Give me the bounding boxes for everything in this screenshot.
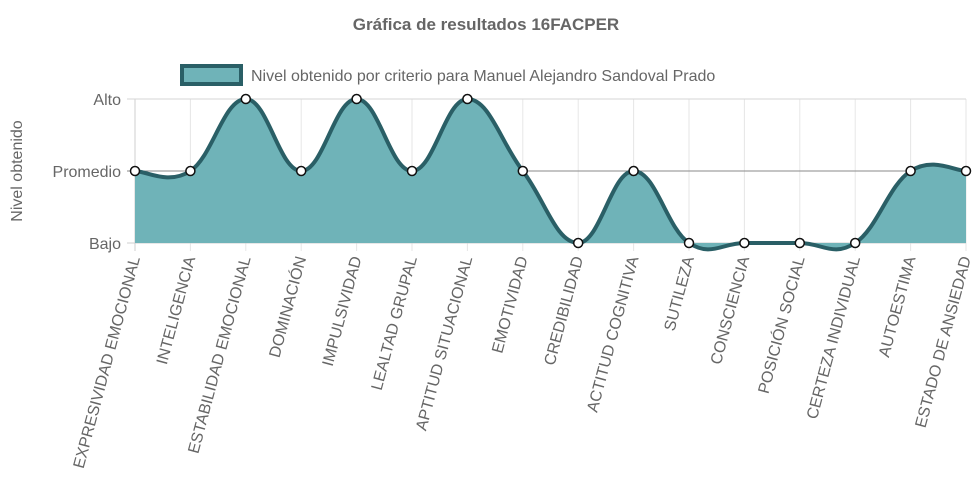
data-point[interactable]: [185, 165, 196, 177]
plot-area: [133, 97, 968, 252]
data-point[interactable]: [406, 165, 418, 177]
data-point[interactable]: [905, 165, 916, 177]
series-line: [133, 97, 968, 252]
x-tick-label: APTITUD SITUACIONAL: [413, 255, 476, 433]
y-tick-label: Alto: [93, 92, 121, 109]
series-area: [135, 99, 966, 250]
chart-title: Gráfica de resultados 16FACPER: [353, 15, 619, 34]
x-tick-label: POSICIÓN SOCIAL: [754, 254, 809, 396]
x-tick-label: AUTOESTIMA: [876, 254, 919, 359]
data-point[interactable]: [351, 93, 362, 105]
data-point[interactable]: [240, 93, 252, 105]
y-tick-label: Bajo: [89, 236, 121, 253]
x-tick-label: DOMINACIÓN: [265, 254, 310, 359]
x-tick-label: CREDIBILIDAD: [542, 255, 587, 368]
x-tick-label: EXPRESIVIDAD EMOCIONAL: [71, 255, 144, 471]
data-point[interactable]: [295, 165, 307, 177]
data-point[interactable]: [628, 165, 639, 177]
x-tick-label: IMPULSIVIDAD: [320, 255, 366, 368]
legend-swatch: [180, 64, 243, 86]
data-points: [129, 93, 972, 249]
x-tick-label: INTELIGENCIA: [154, 254, 199, 366]
data-point[interactable]: [849, 237, 861, 249]
legend-label: Nivel obtenido por criterio para Manuel …: [251, 68, 715, 85]
data-point[interactable]: [739, 237, 750, 249]
x-tick-label: ESTADO DE ANSIEDAD: [913, 255, 972, 430]
data-point[interactable]: [572, 237, 584, 249]
data-point[interactable]: [794, 237, 806, 249]
y-axis-title: Nivel obtenido: [9, 120, 26, 222]
x-tick-label: LEALTAD GRUPAL: [369, 255, 421, 393]
data-point[interactable]: [683, 237, 695, 249]
data-point[interactable]: [960, 165, 972, 177]
y-tick-label: Promedio: [53, 164, 122, 181]
data-point[interactable]: [462, 93, 473, 105]
x-tick-label: ESTABILIDAD EMOCIONAL: [186, 255, 255, 456]
data-point[interactable]: [517, 165, 529, 177]
x-tick-label: ACTITUD COGNITIVA: [584, 254, 642, 414]
x-tick-label: CERTEZA INDIVIDUAL: [804, 255, 864, 422]
legend: Nivel obtenido por criterio para Manuel …: [180, 64, 715, 86]
x-tick-label: EMOTIVIDAD: [489, 255, 531, 356]
data-point[interactable]: [129, 165, 141, 177]
x-tick-label: CONSCIENCIA: [708, 254, 753, 366]
x-tick-label: SUTILEZA: [662, 254, 698, 333]
